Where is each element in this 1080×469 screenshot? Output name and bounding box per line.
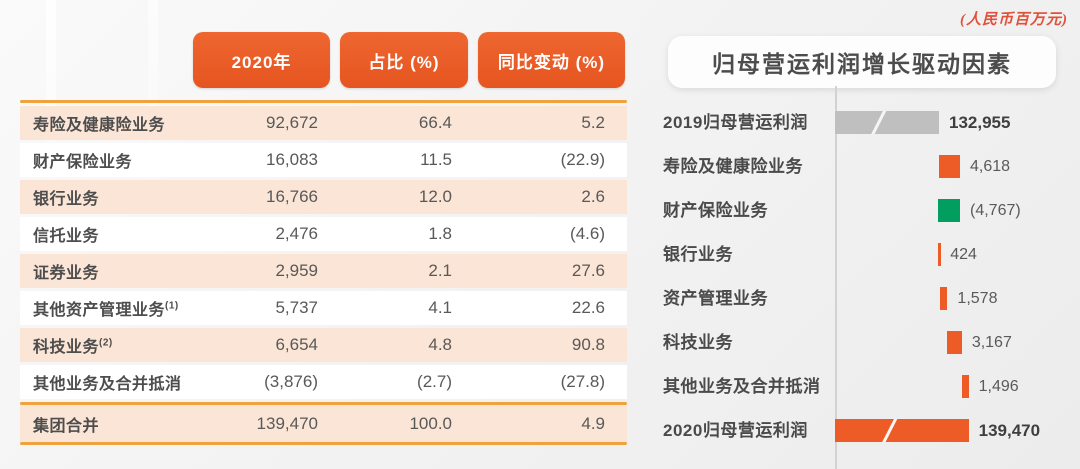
row-label: 寿险及健康险业务	[33, 117, 166, 134]
table-bottom-border	[20, 442, 627, 445]
table-total-row-slot: 集团合并 139,470 100.0 4.9	[20, 405, 627, 442]
cell-share: (2.7)	[417, 372, 452, 391]
table-row: 其他业务及合并抵消 (3,876) (2.7) (27.8)	[20, 365, 627, 399]
table-row: 科技业务(2) 6,654 4.8 90.8	[20, 328, 627, 362]
cell-2020: 2,959	[275, 261, 318, 280]
row-label: 集团合并	[33, 417, 100, 435]
table-rows: 寿险及健康险业务 92,672 66.4 5.2 财产保险业务 16,083 11.5 (22…	[20, 106, 627, 399]
segments-table: 寿险及健康险业务 92,672 66.4 5.2 财产保险业务 16,083 11.5 (22…	[20, 100, 627, 445]
table-row: 银行业务 16,766 12.0 2.6	[20, 180, 627, 214]
cell-2020: (3,876)	[264, 372, 318, 391]
table-row: 证券业务 2,959 2.1 27.6	[20, 254, 627, 288]
cell-yoy: 27.6	[571, 261, 605, 280]
table-header-share: 占比 (%)	[340, 32, 468, 88]
waterfall-row: 2020归母营运利润 139,470	[663, 409, 1070, 453]
cell-share: 1.8	[428, 224, 452, 243]
table-row: 寿险及健康险业务 92,672 66.4 5.2	[20, 106, 627, 140]
waterfall-row: 其他业务及合并抵消 1,496	[663, 365, 1070, 409]
table-row: 财产保险业务 16,083 11.5 (22.9)	[20, 143, 627, 177]
row-label: 科技业务(2)	[33, 337, 113, 356]
cell-yoy: 4.9	[581, 413, 605, 433]
cell-2020: 139,470	[256, 413, 318, 433]
table-top-border	[20, 100, 627, 103]
waterfall-row: 银行业务 424	[663, 233, 1070, 277]
cell-yoy: 5.2	[581, 113, 605, 132]
cell-yoy: (4.6)	[570, 224, 605, 243]
cell-2020: 92,672	[266, 113, 318, 132]
waterfall-value: 3,167	[971, 334, 1012, 351]
cell-share: 100.0	[409, 413, 452, 433]
cell-share: 2.1	[428, 261, 452, 280]
cell-yoy: (22.9)	[560, 150, 605, 169]
waterfall-bar	[938, 199, 960, 222]
waterfall-bar	[940, 287, 948, 310]
cell-2020: 16,083	[266, 150, 318, 169]
row-label: 银行业务	[33, 191, 100, 208]
table-header-yoy: 同比变动 (%)	[478, 32, 625, 88]
waterfall-bar	[947, 331, 962, 354]
cell-share: 12.0	[418, 187, 452, 206]
axis-break-mark	[868, 111, 889, 134]
cell-share: 66.4	[418, 113, 452, 132]
waterfall-label: 财产保险业务	[663, 201, 768, 220]
table-row: 其他资产管理业务(1) 5,737 4.1 22.6	[20, 291, 627, 325]
chart-baseline-axis	[835, 86, 837, 469]
waterfall-label: 资产管理业务	[663, 289, 768, 308]
currency-unit-note: (人民币百万元)	[960, 12, 1068, 28]
cell-2020: 2,476	[275, 224, 318, 243]
row-label: 证券业务	[33, 265, 100, 282]
table-total-row: 集团合并 139,470 100.0 4.9	[20, 405, 627, 442]
waterfall-label: 2020归母营运利润	[663, 421, 808, 440]
waterfall-value: 424	[950, 246, 977, 263]
row-label: 财产保险业务	[33, 154, 133, 171]
waterfall-bar	[961, 375, 969, 398]
waterfall-value: 4,618	[970, 158, 1011, 175]
cell-share: 11.5	[420, 150, 452, 169]
cell-yoy: 22.6	[571, 298, 605, 317]
waterfall-bar	[835, 419, 969, 442]
row-label: 其他业务及合并抵消	[33, 376, 182, 393]
row-label: 信托业务	[33, 228, 100, 245]
cell-share: 4.8	[428, 335, 452, 354]
axis-break-mark	[879, 419, 900, 442]
table-header-2020: 2020年	[193, 32, 330, 88]
waterfall-row: 资产管理业务 1,578	[663, 277, 1070, 321]
waterfall-value: 139,470	[978, 421, 1041, 440]
cell-2020: 6,654	[275, 335, 318, 354]
waterfall-bar	[938, 243, 941, 266]
waterfall-row: 寿险及健康险业务 4,618	[663, 145, 1070, 189]
waterfall-value: 1,496	[978, 378, 1019, 395]
waterfall-label: 寿险及健康险业务	[663, 157, 803, 176]
chart-title-card: 归母营运利润增长驱动因素	[668, 36, 1056, 88]
waterfall-bar	[939, 155, 960, 178]
waterfall-label: 2019归母营运利润	[663, 113, 808, 132]
waterfall-bar	[835, 111, 939, 134]
waterfall-row: 2019归母营运利润 132,955	[663, 101, 1070, 145]
row-label: 其他资产管理业务(1)	[33, 300, 179, 319]
waterfall-row: 科技业务 3,167	[663, 321, 1070, 365]
cell-share: 4.1	[428, 298, 452, 317]
cell-yoy: (27.8)	[560, 372, 605, 391]
waterfall-row: 财产保险业务 (4,767)	[663, 189, 1070, 233]
waterfall-label: 其他业务及合并抵消	[663, 377, 821, 396]
table-row: 信托业务 2,476 1.8 (4.6)	[20, 217, 627, 251]
cell-yoy: 90.8	[571, 335, 605, 354]
waterfall-value: 132,955	[949, 113, 1011, 132]
table-total-top-border	[20, 402, 627, 405]
cell-yoy: 2.6	[581, 187, 605, 206]
chart-title: 归母营运利润增长驱动因素	[712, 51, 1012, 77]
cell-2020: 5,737	[275, 298, 318, 317]
waterfall-label: 科技业务	[663, 333, 733, 352]
waterfall-value: 1,578	[957, 290, 998, 307]
waterfall-value: (4,767)	[970, 202, 1021, 219]
waterfall-label: 银行业务	[663, 245, 733, 264]
cell-2020: 16,766	[266, 187, 318, 206]
